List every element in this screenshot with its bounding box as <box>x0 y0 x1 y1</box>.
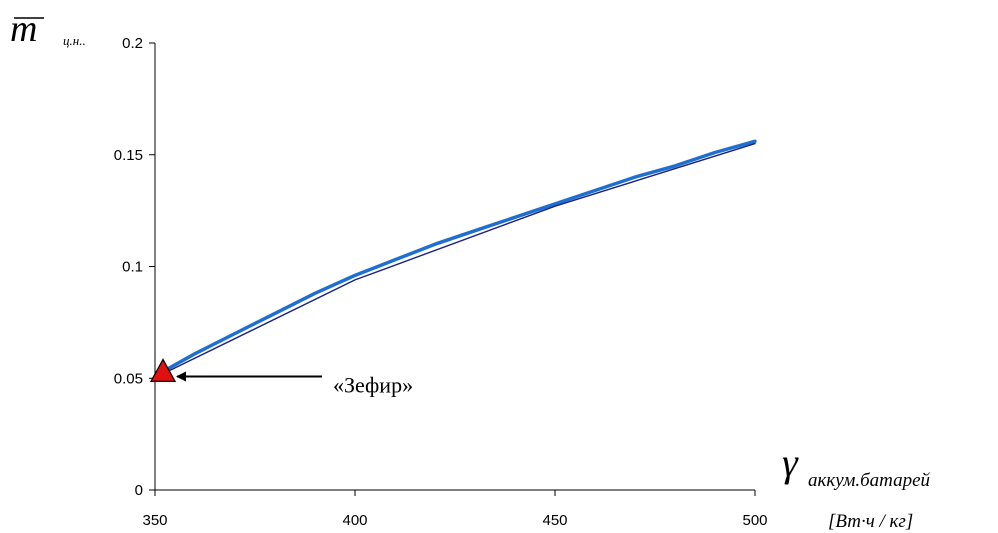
y-ticks: 0 0.05 0.1 0.15 0.2 <box>114 35 155 499</box>
series-layer <box>161 139 757 375</box>
x-ticks: 350 400 450 500 <box>142 490 768 529</box>
x-tick-label: 350 <box>142 512 167 529</box>
x-tick-label: 500 <box>742 512 767 529</box>
x-axis-unit-label: [Вт·ч / кг] <box>828 511 913 532</box>
x-tick-label: 400 <box>342 512 367 529</box>
y-tick-label: 0 <box>135 482 143 499</box>
x-tick-label: 450 <box>542 512 567 529</box>
zephyr-triangle-marker <box>149 358 177 382</box>
y-tick-label: 0.15 <box>114 147 143 164</box>
y-tick-label: 0.1 <box>122 259 143 276</box>
y-tick-label: 0.05 <box>114 370 143 387</box>
series-line-main <box>161 139 757 374</box>
y-axis-label-symbol: m <box>10 8 37 50</box>
x-axis-label-symbol: γ <box>782 440 799 485</box>
series-line-fit <box>162 142 756 375</box>
x-axis-label-subscript: аккум.батарей <box>808 470 931 491</box>
y-tick-label: 0.2 <box>122 35 143 52</box>
y-axis-label-subscript: ц.н.. <box>63 33 86 48</box>
annotation-label: «Зефир» <box>333 373 413 398</box>
annotation-layer: «Зефир» <box>149 358 413 398</box>
